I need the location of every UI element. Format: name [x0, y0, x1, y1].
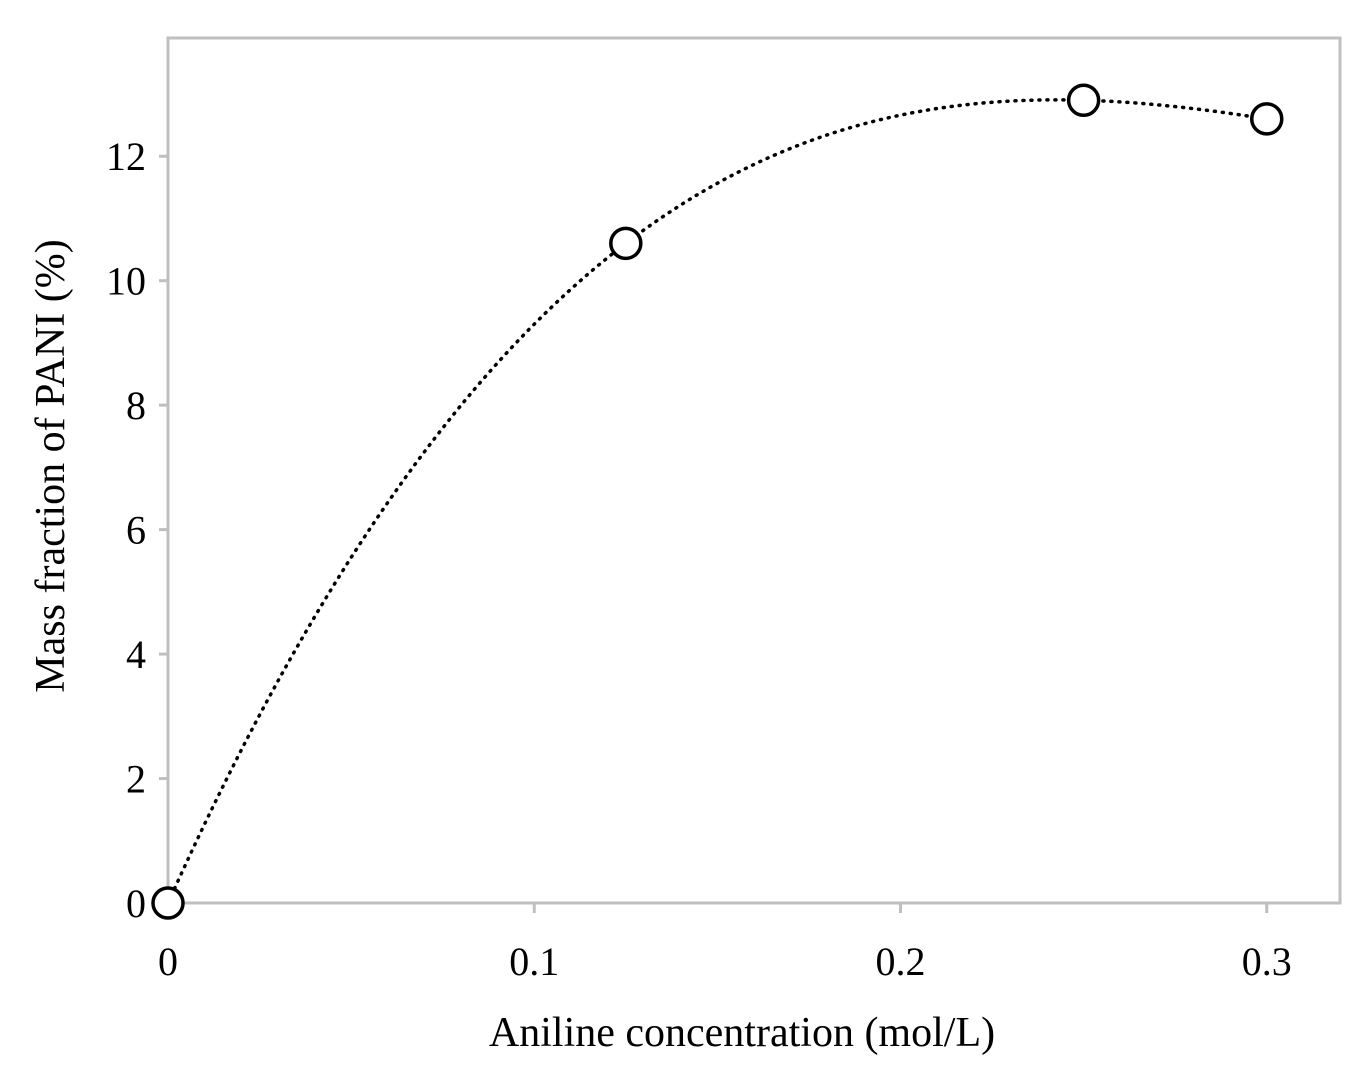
plot-border: [166, 36, 1342, 905]
y-axis-ticks: 0 2 4 6 8 10 12: [106, 134, 168, 926]
y-tick-label: 12: [106, 134, 146, 179]
trendline-group: [166, 98, 1269, 905]
data-point: [609, 226, 643, 261]
y-tick-label: 0: [126, 881, 146, 926]
data-point: [1250, 102, 1284, 136]
x-axis-label: Aniline concentration (mol/L): [489, 1010, 995, 1056]
x-tick-label: 0.2: [876, 939, 926, 984]
data-point: [1066, 83, 1101, 117]
y-tick-label: 2: [126, 757, 146, 802]
x-axis-ticks: 0 0.1 0.2 0.3: [158, 903, 1292, 984]
y-tick-label: 8: [126, 383, 146, 428]
data-points: [151, 83, 1284, 920]
y-tick-label: 10: [106, 259, 146, 304]
x-tick-label: 0: [158, 939, 178, 984]
y-axis-label: Mass fraction of PANI (%): [28, 239, 74, 692]
plot-frame: [166, 36, 1342, 905]
y-tick-label: 6: [126, 508, 146, 553]
y-tick-label: 4: [126, 632, 146, 677]
trendline: [166, 98, 1269, 905]
x-tick-label: 0.3: [1242, 939, 1292, 984]
x-tick-label: 0.1: [509, 939, 559, 984]
data-point: [151, 886, 185, 920]
